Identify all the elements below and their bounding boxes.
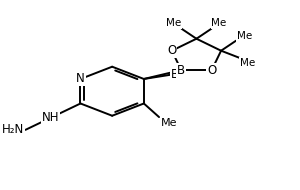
Text: Me: Me — [160, 118, 177, 128]
Text: Me: Me — [240, 58, 256, 68]
Text: Me: Me — [166, 18, 182, 28]
Text: N: N — [76, 72, 85, 86]
Text: O: O — [207, 64, 216, 77]
Text: H₂N: H₂N — [2, 123, 24, 136]
Text: B: B — [171, 67, 179, 81]
Text: O: O — [167, 44, 176, 57]
Text: Me: Me — [212, 18, 226, 28]
Text: NH: NH — [42, 111, 59, 124]
Text: Me: Me — [237, 31, 252, 41]
Text: B: B — [177, 64, 185, 77]
